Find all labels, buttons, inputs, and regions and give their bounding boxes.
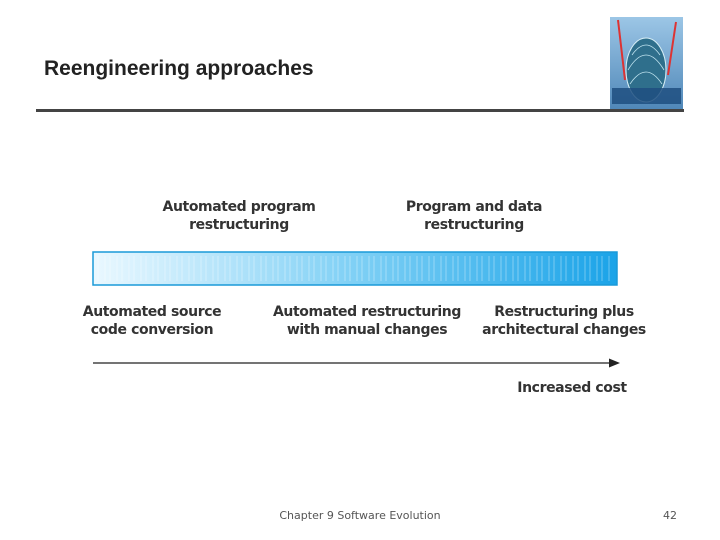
bottom-label: Automated source code conversion [83, 304, 221, 338]
gradient-bar [92, 251, 618, 286]
footer-text: Chapter 9 Software Evolution [279, 509, 440, 522]
top-label: Automated program restructuring [163, 199, 316, 233]
page-number: 42 [663, 509, 677, 522]
bottom-labels: Automated source code conversion Automate… [83, 304, 647, 338]
top-labels: Automated program restructuring Program a… [163, 199, 543, 233]
bottom-label: Automated restructuring with manual chang… [273, 304, 461, 338]
book-cover [610, 17, 683, 110]
top-label: Program and data restructuring [406, 199, 542, 233]
slide-title: Reengineering approaches [44, 57, 314, 80]
cost-arrow [93, 358, 620, 368]
bottom-label: Restructuring plus architectural changes [482, 304, 646, 338]
axis-label: Increased cost [517, 380, 627, 396]
